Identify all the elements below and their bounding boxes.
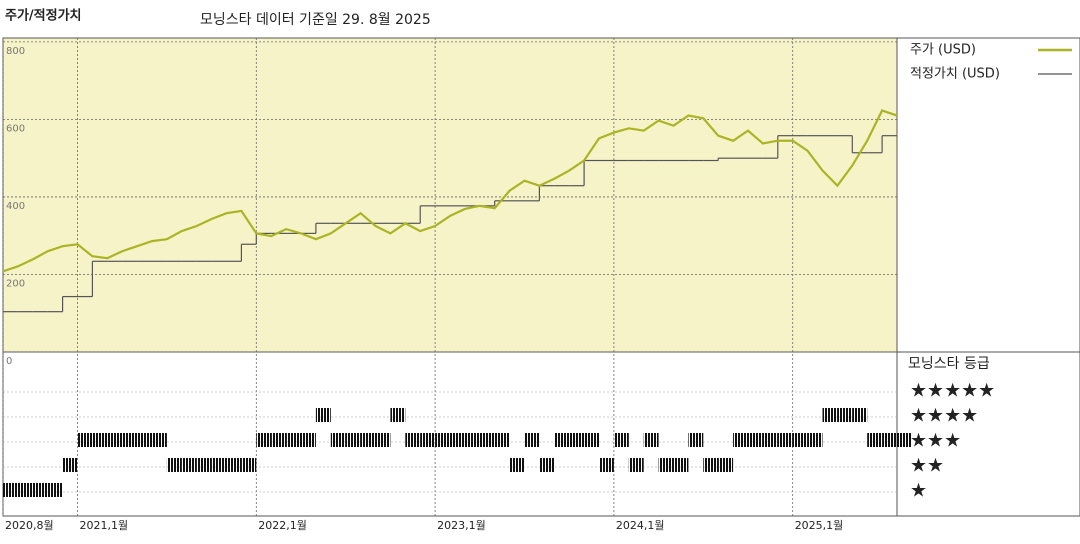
rating-bar [822,408,838,422]
rating-bar [658,458,674,472]
rating-bar [807,433,823,447]
rating-bar [882,433,897,447]
rating-bar [718,458,734,472]
rating-bar [77,433,93,447]
plot-background [3,38,897,352]
rating-bar [122,433,138,447]
rating-bar [405,433,421,447]
rating-bar [435,433,450,447]
y-tick-label: 400 [6,201,25,212]
rating-bar [196,458,212,472]
rating-bar [92,433,108,447]
rating-bar [464,433,480,447]
rating-bar [271,433,287,447]
rating-bar [584,433,599,447]
rating-bar [47,483,63,497]
rating-title: 모닝스타 등급 [908,356,990,372]
rating-bar [286,433,301,447]
rating-bar [777,433,793,447]
rating-bar [554,433,570,447]
rating-bar [375,433,391,447]
rating-bar [569,433,585,447]
rating-bar [688,433,704,447]
rating-bar [315,408,331,422]
rating-bar [479,433,495,447]
rating-bar [107,433,123,447]
rating-bar [3,483,18,497]
y-tick-label: 600 [6,123,25,134]
rating-bar [360,433,376,447]
rating-bar [137,433,152,447]
rating-bar [703,458,719,472]
rating-bar [733,433,748,447]
rating-bar [762,433,778,447]
rating-bar [852,408,868,422]
frame [2,37,1080,517]
rating-bar [643,433,659,447]
rating-bar [494,433,510,447]
rating-bar [330,433,346,447]
rating-bar [211,458,227,472]
price-line [2,109,898,273]
rating-bar [792,433,808,447]
rating-bar [152,433,167,447]
rating-bar [509,458,525,472]
rating-level: ★★★★ [910,405,978,427]
rating-bar [181,458,197,472]
rating-bar [613,433,629,447]
x-tick-label: 2022,1월 [258,519,307,532]
rating-bar [301,433,316,447]
rating-bar [390,408,406,422]
rating-bar [748,433,763,447]
legend-label: 주가 (USD) [910,43,976,58]
rating-bar [241,458,257,472]
rating-bar [166,458,182,472]
rating-bar [32,483,48,497]
rating-bar [256,433,272,447]
rating-level: ★ [910,480,927,502]
x-tick-label: 2023,1월 [437,519,486,532]
x-tick-label: 2020,8월 [5,519,54,532]
rating-bar [226,458,242,472]
rating-bar [897,433,912,447]
chart-title: 주가/적정가치 [5,8,82,24]
x-tick-label: 2025,1월 [795,519,844,532]
x-tick-label: 2024,1월 [616,519,665,532]
rating-bar [345,433,361,447]
legend-label: 적정가치 (USD) [910,67,1000,82]
rating-level: ★★ [910,455,944,477]
rating-bar [420,433,436,447]
rating-bar [837,408,853,422]
chart-subtitle: 모닝스타 데이터 기준일 29. 8월 2025 [200,12,431,28]
rating-bar [17,483,33,497]
y-tick-label: 200 [6,278,25,289]
rating-bar [524,433,540,447]
rating-level: ★★★★★ [910,380,995,402]
rating-bar [450,433,465,447]
y-tick-label: 0 [6,356,12,367]
rating-bar [539,458,555,472]
rating-bar [673,458,689,472]
rating-bar [599,458,614,472]
x-tick-label: 2021,1월 [80,519,129,532]
rating-bar [62,458,78,472]
y-tick-label: 800 [6,46,25,57]
rating-bar [628,458,644,472]
rating-level: ★★★ [910,430,961,452]
rating-bar [867,433,883,447]
